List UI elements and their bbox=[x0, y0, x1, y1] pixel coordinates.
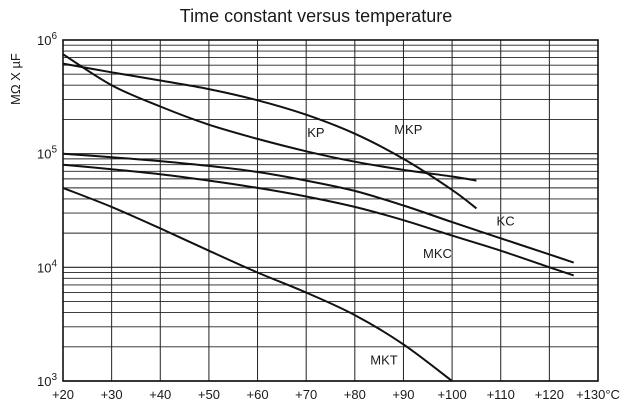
x-tick-label: +110 bbox=[487, 387, 515, 402]
x-tick-labels: +20 +30 +40 +50 +60 +70 +80 +90 +100 +110 +120 +130… bbox=[52, 387, 620, 402]
series-line-kc bbox=[62, 152, 575, 264]
series-labels: KP MKP KC MKC MKT bbox=[307, 122, 514, 368]
x-tick-label: +60 bbox=[247, 387, 269, 402]
x-tick-label: +130°C bbox=[576, 387, 620, 402]
series-label-mkt: MKT bbox=[370, 352, 398, 367]
series-line-mkc bbox=[62, 163, 575, 277]
x-tick-label: +70 bbox=[295, 387, 317, 402]
y-tick-label: 106 bbox=[37, 31, 57, 48]
chart-title: Time constant versus temperature bbox=[179, 6, 453, 26]
series-label-kp: KP bbox=[307, 125, 324, 140]
series-line-mkt bbox=[62, 186, 453, 382]
series-line-mkp bbox=[62, 62, 478, 210]
x-tick-label: +90 bbox=[392, 387, 414, 402]
x-tick-label: +100 bbox=[437, 387, 466, 402]
x-tick-label: +120 bbox=[535, 387, 564, 402]
series-label-mkp: MKP bbox=[394, 122, 422, 137]
y-tick-labels: 103 104 105 106 bbox=[37, 31, 57, 389]
x-tick-label: +40 bbox=[149, 387, 171, 402]
series-line-kp bbox=[62, 53, 477, 182]
plot-frame bbox=[62, 39, 599, 382]
grid bbox=[62, 40, 599, 382]
x-tick-label: +30 bbox=[101, 387, 123, 402]
plot-border bbox=[62, 39, 599, 382]
x-tick-label: +50 bbox=[198, 387, 220, 402]
x-tick-label: +80 bbox=[344, 387, 366, 402]
y-tick-label: 105 bbox=[37, 145, 57, 162]
series-label-mkc: MKC bbox=[423, 246, 452, 261]
x-tick-label: +20 bbox=[52, 387, 74, 402]
y-tick-label: 104 bbox=[37, 258, 57, 275]
series-label-kc: KC bbox=[497, 214, 515, 229]
y-tick-label: 103 bbox=[37, 372, 57, 389]
series-lines bbox=[62, 53, 575, 382]
